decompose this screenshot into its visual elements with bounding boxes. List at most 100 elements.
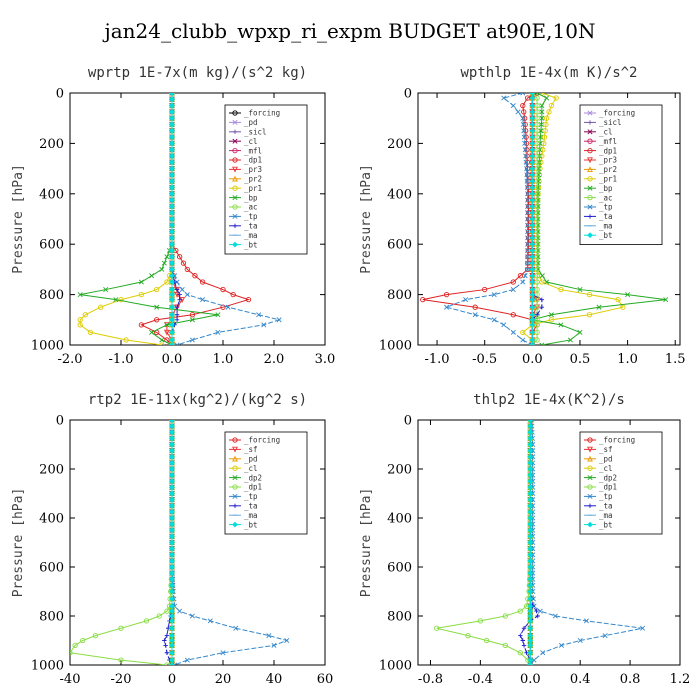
- plot-frame: [417, 92, 681, 346]
- data-point: [527, 429, 534, 436]
- legend-box: [224, 104, 308, 255]
- legend-label: _ta: [599, 212, 613, 221]
- legend-item-ta: _ta: [229, 222, 258, 231]
- legend-item-cl: _cl: [584, 128, 613, 137]
- legend-marker: [232, 175, 238, 182]
- data-point: [529, 266, 536, 273]
- legend-item-sicl: _sicl: [229, 128, 267, 137]
- data-point: [169, 490, 175, 497]
- series-bt: [169, 420, 175, 665]
- panel-title: thlp2 1E-4x(K^2)/s: [473, 392, 625, 408]
- legend-box: [579, 104, 663, 246]
- legend-label: _dp1: [244, 156, 262, 165]
- data-point: [174, 305, 180, 310]
- legend-label: _bt: [244, 240, 258, 249]
- data-point: [540, 147, 546, 153]
- data-point: [502, 613, 508, 619]
- legend-marker: [232, 223, 238, 228]
- data-point: [527, 582, 534, 589]
- legend-label: _ma: [599, 222, 613, 231]
- y-tick-label: 400: [387, 512, 412, 527]
- data-point: [159, 342, 165, 345]
- data-point: [154, 304, 160, 310]
- data-point: [520, 121, 526, 128]
- data-point: [161, 260, 167, 266]
- x-tick-label: 1.5: [665, 352, 686, 367]
- data-point: [169, 134, 175, 140]
- data-point: [535, 191, 541, 197]
- data-point: [169, 429, 175, 436]
- legend-item-cl: _cl: [229, 464, 258, 473]
- series-dp1: [434, 420, 533, 665]
- data-point: [169, 460, 175, 466]
- data-point: [521, 128, 527, 134]
- data-point: [169, 447, 175, 454]
- legend-item-ta: _ta: [584, 502, 613, 511]
- legend-item-forcing: _forcing: [584, 109, 635, 118]
- data-point: [169, 564, 175, 570]
- data-point: [527, 642, 534, 649]
- data-point: [169, 153, 175, 159]
- data-point: [525, 197, 531, 203]
- data-point: [184, 266, 190, 273]
- data-point: [525, 241, 531, 247]
- legend-label: _ta: [244, 222, 258, 231]
- legend-label: _pr3: [244, 165, 262, 174]
- series-dp1: [420, 93, 540, 345]
- data-point: [527, 496, 534, 503]
- legend-marker: [232, 446, 238, 453]
- legend-label: _pd: [244, 455, 258, 464]
- data-point: [176, 254, 183, 260]
- data-point: [169, 596, 175, 602]
- data-point: [189, 312, 196, 318]
- data-point: [548, 317, 555, 323]
- data-point: [521, 643, 527, 648]
- data-point: [184, 657, 190, 663]
- data-point: [472, 312, 478, 318]
- legend-label: _ta: [599, 502, 613, 511]
- legend-label: _tp: [599, 203, 613, 212]
- legend-marker: [232, 475, 238, 481]
- data-point: [527, 521, 534, 527]
- legend-marker: [587, 147, 593, 154]
- data-point: [138, 291, 145, 298]
- data-point: [527, 625, 534, 632]
- data-point: [538, 121, 544, 128]
- legend: _forcing_sf_pd_cl_dp2_dp1_tp_ta_ma_bt: [579, 431, 663, 535]
- legend-item-forcing: _forcing: [229, 436, 280, 445]
- data-point: [174, 317, 180, 322]
- data-point: [164, 662, 170, 665]
- data-point: [118, 657, 124, 663]
- data-point: [535, 241, 541, 247]
- data-point: [123, 337, 129, 343]
- data-point: [529, 228, 536, 235]
- data-point: [482, 286, 488, 293]
- data-point: [529, 291, 536, 298]
- data-point: [169, 260, 175, 266]
- data-point: [527, 564, 534, 570]
- data-point: [552, 613, 558, 619]
- data-point: [77, 317, 83, 323]
- data-point: [527, 466, 534, 472]
- data-point: [527, 570, 534, 576]
- data-point: [77, 292, 83, 298]
- data-point: [266, 633, 272, 639]
- data-point: [527, 460, 534, 466]
- legend-marker: [587, 214, 593, 219]
- legend-marker: [587, 194, 593, 201]
- y-tick-label: 0: [56, 87, 64, 102]
- panel-wpthlp: wpthlp 1E-4x(m K)/s^2 Pressure [hPa] -1.0 -…: [359, 65, 686, 367]
- x-tick-label: 0.0: [162, 352, 183, 367]
- legend-marker: [232, 129, 238, 134]
- data-point: [527, 588, 534, 595]
- data-point: [525, 229, 531, 235]
- data-point: [529, 247, 536, 254]
- data-point: [77, 322, 83, 328]
- legend-marker: [587, 120, 593, 125]
- plot-frame: [417, 419, 681, 666]
- data-point: [529, 184, 536, 191]
- legend-marker: [232, 503, 238, 508]
- data-point: [558, 642, 564, 648]
- data-point: [169, 311, 175, 318]
- data-point: [529, 342, 535, 345]
